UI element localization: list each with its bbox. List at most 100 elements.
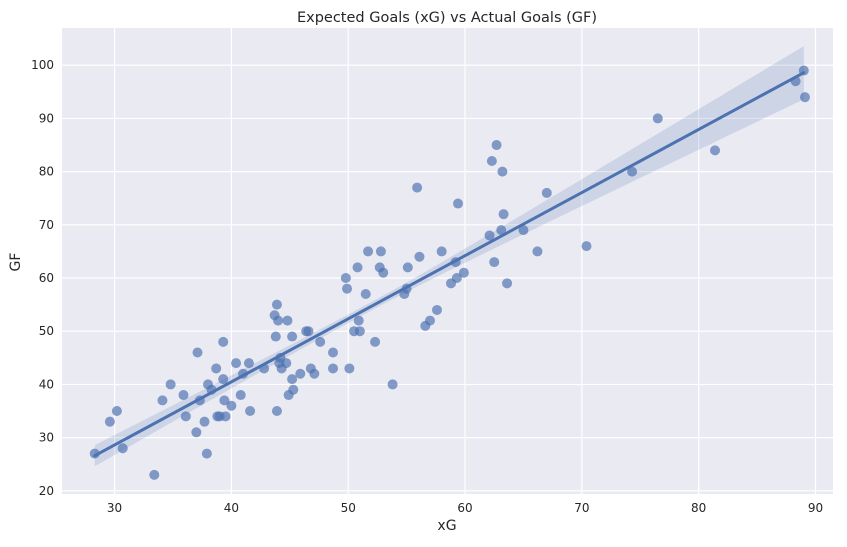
y-axis-label: GF — [8, 253, 24, 272]
scatter-point — [387, 379, 398, 390]
y-tick-label: 20 — [39, 484, 54, 498]
scatter-point — [281, 358, 292, 369]
scatter-point — [489, 257, 500, 268]
regression-line-layer — [93, 71, 806, 458]
scatter-point — [541, 187, 552, 198]
scatter-point — [799, 92, 810, 103]
scatter-point — [375, 246, 386, 257]
scatter-point — [502, 278, 513, 289]
scatter-point — [226, 400, 237, 411]
scatter-point — [218, 374, 229, 385]
scatter-point — [453, 198, 464, 209]
scatter-point — [287, 374, 298, 385]
y-tick-label: 100 — [31, 58, 54, 72]
x-tick-label: 90 — [808, 501, 823, 515]
scatter-point — [370, 336, 381, 347]
scatter-point — [165, 379, 176, 390]
scatter-point — [295, 368, 306, 379]
y-tick-label: 90 — [39, 111, 54, 125]
y-tick-label: 40 — [39, 377, 54, 391]
scatter-point — [402, 262, 413, 273]
scatter-point — [117, 443, 128, 454]
scatter-point — [436, 246, 447, 257]
scatter-point — [532, 246, 543, 257]
y-tick-label: 30 — [39, 431, 54, 445]
scatter-point — [211, 363, 222, 374]
regression-line — [93, 71, 806, 458]
scatter-point — [192, 347, 203, 358]
scatter-point — [273, 315, 284, 326]
scatter-point — [287, 331, 298, 342]
scatter-point — [288, 384, 299, 395]
scatter-point — [352, 262, 363, 273]
scatter-point — [218, 336, 229, 347]
x-tick-label: 70 — [574, 501, 589, 515]
scatter-point — [340, 273, 351, 284]
scatter-point — [271, 299, 282, 310]
scatter-point — [412, 182, 423, 193]
scatter-point — [89, 448, 100, 459]
y-tick-label: 80 — [39, 165, 54, 179]
scatter-point — [104, 416, 115, 427]
y-tick-labels: 20 30 40 50 60 70 80 90 100 — [31, 58, 54, 498]
scatter-point — [458, 267, 469, 278]
scatter-point — [303, 326, 314, 337]
scatter-point — [231, 358, 242, 369]
scatter-point — [344, 363, 355, 374]
x-tick-label: 80 — [691, 501, 706, 515]
scatter-point — [315, 336, 326, 347]
scatter-point — [353, 315, 364, 326]
scatter-point — [282, 315, 293, 326]
x-tick-label: 30 — [107, 501, 122, 515]
x-axis-label: xG — [437, 518, 456, 534]
scatter-point — [486, 155, 497, 166]
scatter-point — [496, 225, 507, 236]
scatter-point — [360, 288, 371, 299]
scatter-point — [220, 411, 231, 422]
x-tick-labels: 30 40 50 60 70 80 90 — [107, 501, 823, 515]
scatter-point — [199, 416, 210, 427]
scatter-point — [451, 273, 462, 284]
scatter-point — [518, 225, 529, 236]
scatter-point — [180, 411, 191, 422]
scatter-point — [157, 395, 168, 406]
scatter-point — [342, 283, 353, 294]
scatter-point — [424, 315, 435, 326]
x-tick-label: 60 — [457, 501, 472, 515]
scatter-point — [328, 347, 339, 358]
scatter-point — [111, 406, 122, 417]
scatter-point — [235, 390, 246, 401]
scatter-point — [328, 363, 339, 374]
scatter-point — [627, 166, 638, 177]
scatter-point — [245, 406, 256, 417]
x-tick-label: 40 — [224, 501, 239, 515]
scatter-point — [363, 246, 374, 257]
scatter-point — [178, 390, 189, 401]
scatter-point — [484, 230, 495, 241]
chart-title: Expected Goals (xG) vs Actual Goals (GF) — [297, 10, 597, 26]
scatter-point — [497, 166, 508, 177]
y-tick-label: 70 — [39, 218, 54, 232]
y-tick-label: 60 — [39, 271, 54, 285]
scatter-point — [491, 140, 502, 151]
scatter-points — [89, 65, 810, 480]
scatter-point — [309, 368, 320, 379]
scatter-point — [652, 113, 663, 124]
scatter-point — [191, 427, 202, 438]
scatter-point — [581, 241, 592, 252]
y-tick-label: 50 — [39, 324, 54, 338]
scatter-point — [710, 145, 721, 156]
scatter-point — [219, 395, 230, 406]
scatter-point — [431, 304, 442, 315]
scatter-point — [498, 209, 509, 220]
scatter-point — [243, 358, 254, 369]
scatter-point — [271, 406, 282, 417]
scatter-point — [201, 448, 212, 459]
scatter-point — [378, 267, 389, 278]
grid-lines — [62, 28, 833, 494]
scatter-point — [414, 251, 425, 262]
scatter-point — [270, 331, 281, 342]
x-tick-label: 50 — [341, 501, 356, 515]
